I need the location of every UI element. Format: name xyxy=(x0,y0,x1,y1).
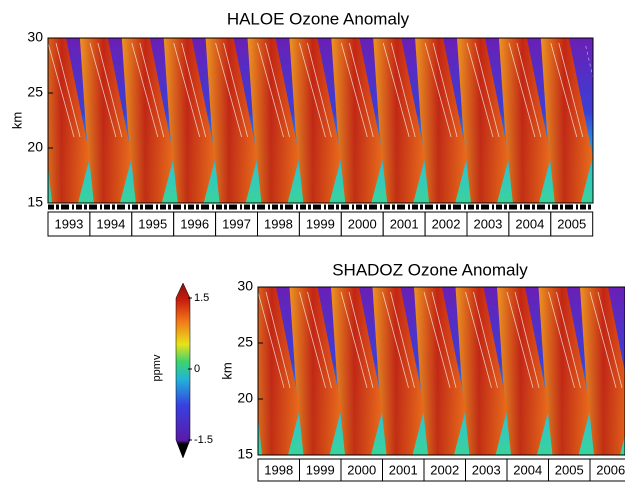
contour xyxy=(548,291,581,388)
anomaly-band xyxy=(205,38,258,203)
contour xyxy=(466,42,500,138)
anomaly-band xyxy=(580,287,625,455)
anomaly-band xyxy=(331,287,383,455)
x-tick-label: 2001 xyxy=(390,216,419,231)
contour xyxy=(89,42,123,138)
year-box xyxy=(257,211,300,237)
chart-title: SHADOZ Ozone Anomaly xyxy=(332,260,528,279)
contour xyxy=(589,291,623,388)
x-tick-label: 1994 xyxy=(96,216,125,231)
year-box xyxy=(89,211,133,237)
x-tick-label: 2002 xyxy=(430,462,459,477)
year-box xyxy=(550,211,594,237)
y-tick-label: 20 xyxy=(27,139,43,155)
x-tick-label: 2003 xyxy=(472,462,501,477)
y-tick-label: 30 xyxy=(237,278,253,294)
anomaly-band xyxy=(48,38,90,203)
year-box xyxy=(47,211,91,237)
contour xyxy=(508,42,542,138)
anomaly-band xyxy=(289,38,342,203)
x-tick-label: 1999 xyxy=(306,462,335,477)
y-axis-label: km xyxy=(9,112,24,129)
colorbar-label: ppmv xyxy=(151,354,163,381)
contour xyxy=(506,291,540,388)
x-tick-label: 1993 xyxy=(54,216,83,231)
y-axis-label: km xyxy=(219,362,234,379)
plot-frame xyxy=(257,286,625,456)
anomaly-band xyxy=(258,287,300,455)
x-tick-label: 2006 xyxy=(596,462,625,477)
contour xyxy=(258,291,291,388)
contour xyxy=(423,291,457,388)
anomaly-band xyxy=(372,287,425,455)
colorbar-tick-label: 1.5 xyxy=(194,292,209,304)
year-box xyxy=(424,211,468,237)
anomaly-band xyxy=(414,287,466,455)
contour xyxy=(299,291,332,388)
contour xyxy=(340,42,374,138)
year-box xyxy=(589,458,625,482)
x-tick-label: 1995 xyxy=(138,216,167,231)
x-tick-label: 2000 xyxy=(347,462,376,477)
x-tick-label: 2002 xyxy=(432,216,461,231)
year-box xyxy=(298,211,342,237)
x-tick-label: 1998 xyxy=(264,462,293,477)
x-tick-label: 2001 xyxy=(389,462,418,477)
anomaly-field xyxy=(48,38,593,203)
anomaly-band xyxy=(415,38,468,203)
colorbar-tick-label: 0 xyxy=(194,363,200,375)
year-box xyxy=(382,211,426,237)
y-tick-label: 15 xyxy=(237,446,253,462)
contour xyxy=(173,42,207,138)
colorbar-tick-label: -1.5 xyxy=(194,434,213,446)
x-tick-label: 1997 xyxy=(222,216,251,231)
anomaly-band xyxy=(538,287,591,455)
contour xyxy=(340,291,374,388)
anomaly-band xyxy=(457,38,509,203)
anomaly-band xyxy=(289,287,342,455)
x-tick-label: 1999 xyxy=(306,216,335,231)
x-tick-label: 2003 xyxy=(473,216,502,231)
contour xyxy=(465,291,498,388)
contour xyxy=(131,42,165,138)
y-tick-label: 25 xyxy=(27,84,43,100)
contour xyxy=(48,42,81,138)
anomaly-field xyxy=(258,287,625,455)
x-tick-label: 2000 xyxy=(348,216,377,231)
anomaly-band xyxy=(497,287,549,455)
x-tick-label: 2004 xyxy=(515,216,544,231)
y-tick-label: 30 xyxy=(27,29,43,45)
contour xyxy=(215,42,248,138)
anomaly-band xyxy=(121,38,174,203)
contour xyxy=(299,42,332,138)
anomaly-band xyxy=(455,287,508,455)
colorbar xyxy=(175,282,191,459)
x-tick-label: 1996 xyxy=(180,216,209,231)
anomaly-band xyxy=(540,38,593,203)
plot-frame xyxy=(47,37,594,204)
y-tick-label: 25 xyxy=(237,334,253,350)
contour xyxy=(382,291,415,388)
anomaly-band xyxy=(79,38,132,203)
anomaly-band xyxy=(498,38,551,203)
contour xyxy=(424,42,458,138)
anomaly-band xyxy=(163,38,216,203)
anomaly-band xyxy=(373,38,426,203)
contour xyxy=(550,42,584,138)
y-tick-label: 20 xyxy=(237,390,253,406)
x-tick-label: 2005 xyxy=(557,216,586,231)
x-tick-label: 2004 xyxy=(513,462,542,477)
y-tick-label: 15 xyxy=(27,194,43,210)
x-tick-label: 2005 xyxy=(555,462,584,477)
chart-title: HALOE Ozone Anomaly xyxy=(227,9,410,28)
anomaly-band xyxy=(331,38,384,203)
year-box xyxy=(508,211,552,237)
contour xyxy=(382,42,416,138)
x-tick-label: 1998 xyxy=(264,216,293,231)
anomaly-band xyxy=(247,38,300,203)
contour xyxy=(257,42,290,138)
